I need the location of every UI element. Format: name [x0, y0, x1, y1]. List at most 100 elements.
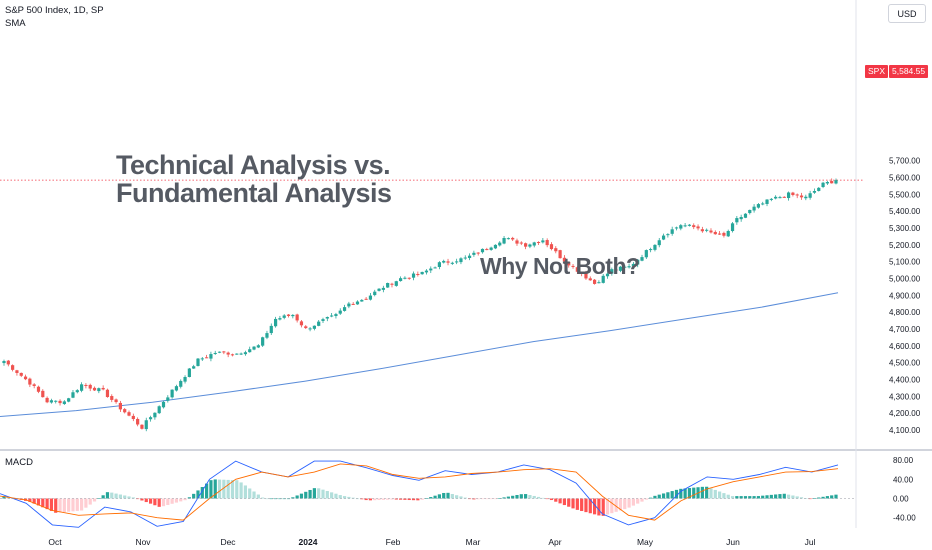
- macd-lines-layer: [0, 460, 839, 528]
- candle-up: [200, 358, 204, 360]
- macd-histogram-bar: [213, 479, 217, 499]
- macd-histogram-bar: [459, 496, 463, 499]
- candle-down: [416, 273, 420, 275]
- macd-histogram-bar: [58, 498, 62, 513]
- candle-up: [317, 321, 321, 326]
- candle-down: [562, 257, 567, 262]
- candle-up: [153, 412, 157, 418]
- candle-up: [148, 417, 153, 420]
- candle-down: [19, 372, 23, 376]
- macd-histogram-bar: [644, 498, 648, 500]
- candle-down: [575, 267, 579, 272]
- sma-indicator-label[interactable]: SMA: [5, 18, 26, 29]
- macd-histogram-bar: [821, 496, 825, 499]
- macd-histogram-bar: [179, 498, 183, 502]
- candle-up: [666, 234, 670, 236]
- candle-up: [368, 295, 373, 300]
- candle-up: [459, 258, 463, 263]
- candle-down: [131, 415, 135, 420]
- candle-down: [700, 229, 704, 232]
- macd-histogram-bar: [140, 498, 144, 501]
- candle-down: [364, 298, 368, 300]
- macd-histogram-bar: [330, 492, 334, 499]
- symbol-title[interactable]: S&P 500 Index, 1D, SP: [5, 5, 104, 16]
- macd-histogram-bar: [148, 498, 153, 504]
- candle-up: [312, 325, 316, 329]
- time-tick-label: Mar: [466, 537, 481, 547]
- candle-up: [739, 217, 743, 220]
- macd-histogram-bar: [549, 498, 554, 501]
- macd-label[interactable]: MACD: [5, 457, 33, 468]
- candle-up: [97, 388, 101, 392]
- macd-histogram-bar: [700, 486, 704, 499]
- macd-histogram-bar: [442, 492, 446, 499]
- macd-histogram-bar: [338, 495, 342, 499]
- candle-up: [463, 257, 467, 259]
- price-tag-value: 5,584.55: [889, 65, 929, 78]
- candle-down: [6, 360, 10, 365]
- macd-histogram-bar: [192, 493, 196, 499]
- candle-up: [386, 282, 390, 288]
- candle-up: [817, 187, 821, 191]
- macd-histogram-bar: [463, 497, 467, 499]
- candle-down: [476, 252, 480, 254]
- candle-down: [118, 402, 122, 410]
- macd-histogram-bar: [36, 498, 41, 506]
- macd-histogram-bar: [32, 498, 36, 504]
- currency-button[interactable]: USD: [888, 4, 926, 23]
- macd-histogram-bar: [308, 489, 312, 499]
- macd-histogram-bar: [765, 495, 769, 499]
- macd-histogram-bar: [75, 498, 79, 511]
- macd-histogram-bar: [519, 494, 523, 499]
- macd-histogram-bar: [817, 497, 821, 499]
- macd-histogram-bar: [377, 498, 381, 501]
- candle-down: [110, 396, 114, 400]
- candle-up: [528, 244, 532, 247]
- macd-histogram-bar: [170, 498, 174, 504]
- macd-histogram-bar: [683, 488, 687, 499]
- macd-line: [0, 460, 839, 528]
- price-tick-label: 4,100.00: [889, 426, 921, 435]
- macd-histogram-bar: [657, 494, 661, 499]
- candle-up: [467, 255, 472, 259]
- macd-histogram-bar: [567, 498, 571, 507]
- candle-up: [381, 287, 385, 290]
- macd-histogram-bar: [118, 494, 122, 499]
- macd-histogram-bar: [799, 497, 804, 499]
- candle-up: [399, 278, 403, 282]
- candle-up: [342, 307, 347, 311]
- macd-histogram-bar: [541, 497, 545, 499]
- candle-up: [730, 223, 735, 232]
- macd-histogram-bar: [105, 492, 110, 499]
- candle-up: [687, 224, 692, 226]
- macd-histogram-bar: [476, 498, 480, 500]
- candle-down: [614, 269, 618, 271]
- macd-histogram-bar: [88, 498, 92, 505]
- price-tick-label: 4,400.00: [889, 376, 921, 385]
- macd-histogram-bar: [480, 498, 485, 500]
- macd-histogram-bar: [411, 498, 416, 501]
- candle-up: [347, 303, 351, 307]
- candle-up: [360, 299, 364, 302]
- macd-histogram-bar: [114, 493, 118, 499]
- macd-histogram-bar: [200, 486, 204, 499]
- candle-up: [321, 319, 325, 321]
- candle-up: [834, 180, 838, 184]
- macd-histogram-bar: [390, 498, 394, 500]
- candle-up: [597, 282, 601, 284]
- macd-histogram-bar: [157, 498, 161, 507]
- macd-histogram-bar: [84, 498, 88, 508]
- candle-down: [485, 249, 489, 251]
- time-tick-label: Dec: [220, 537, 236, 547]
- macd-histogram-bar: [446, 492, 450, 499]
- macd-histogram-bar: [235, 480, 239, 499]
- candle-up: [618, 266, 623, 271]
- macd-histogram-bar: [161, 498, 166, 507]
- price-tick-label: 5,400.00: [889, 207, 921, 216]
- macd-histogram-bar: [610, 498, 614, 514]
- candle-up: [235, 353, 239, 355]
- macd-histogram-bar: [269, 498, 273, 500]
- candle-up: [627, 266, 631, 268]
- candle-up: [735, 218, 739, 223]
- macd-histogram-bar: [248, 488, 252, 499]
